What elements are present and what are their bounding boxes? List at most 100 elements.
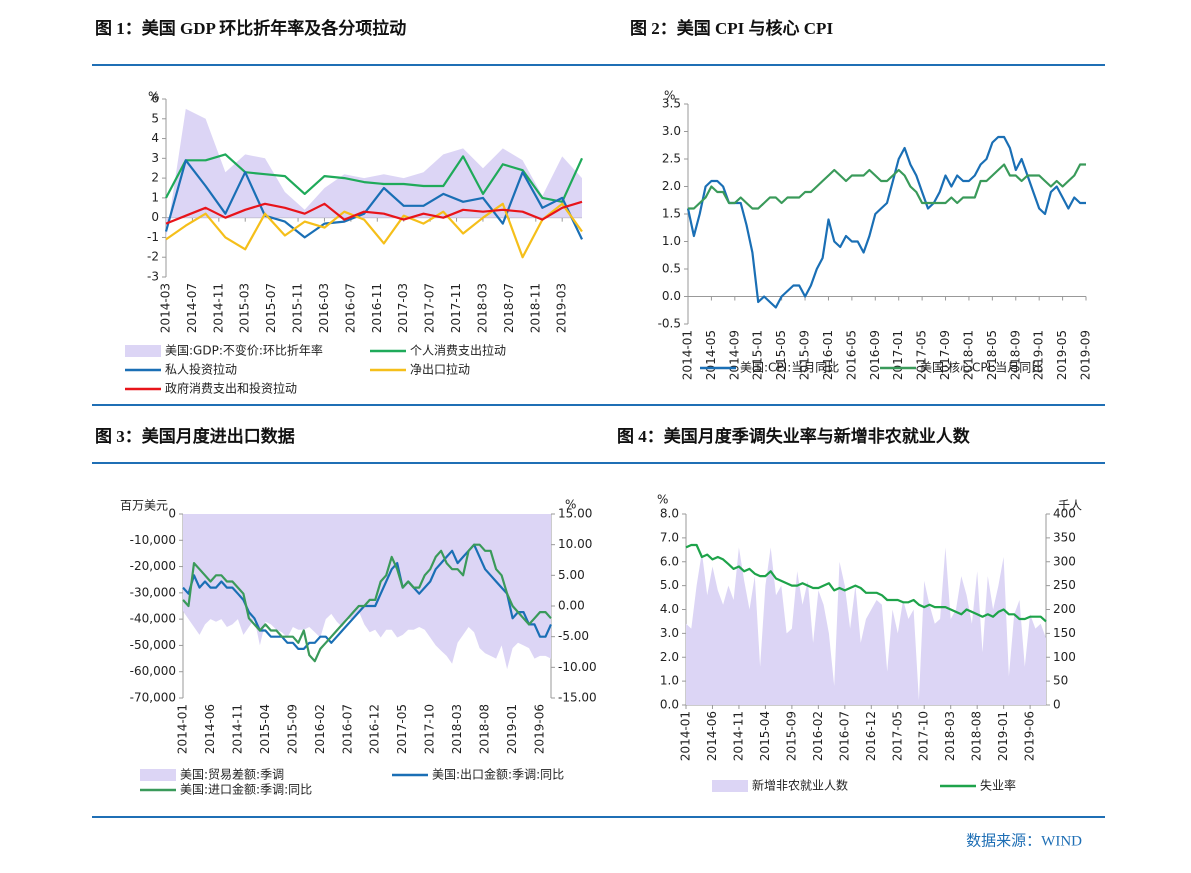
y-tick-label: -2: [147, 250, 159, 264]
x-tick-label: 2014-01: [679, 711, 693, 761]
y-tick-label: -70,000: [130, 691, 176, 705]
x-tick-label: 2018-05: [985, 330, 999, 380]
chart-title: 图 1：美国 GDP 环比折年率及各分项拉动: [95, 18, 406, 38]
y-tick-label: 0.0: [662, 289, 681, 303]
y-tick-label: 5.0: [660, 578, 679, 592]
line: [685, 543, 1047, 623]
legend-label: 私人投资拉动: [165, 362, 237, 377]
y-tick-label: -50,000: [130, 638, 176, 652]
x-tick-label: 2019-06: [533, 704, 547, 754]
y2-tick-label: -15.00: [558, 691, 597, 705]
y2-tick-label: 50: [1053, 674, 1068, 688]
y2-tick-label: 15.00: [558, 507, 592, 521]
y-tick-label: -30,000: [130, 585, 176, 599]
line: [686, 135, 1086, 309]
y-tick-label: 5: [151, 111, 159, 125]
x-tick-label: 2018-01: [961, 330, 975, 380]
y2-tick-label: 300: [1053, 554, 1076, 568]
legend-label: 新增非农就业人数: [752, 778, 848, 793]
x-tick-label: 2016-12: [864, 711, 878, 761]
y-tick-label: -1: [147, 230, 159, 244]
y-tick-label: 2.0: [660, 650, 679, 664]
x-tick-label: 2018-07: [502, 283, 516, 333]
legend-label: 美国:CPI:当月同比: [740, 361, 839, 375]
y-tick-label: 3: [151, 151, 159, 165]
y2-tick-label: 5.00: [558, 568, 585, 582]
x-tick-label: 2014-07: [185, 283, 199, 333]
x-tick-label: 2019-01: [505, 704, 519, 754]
y2-tick-label: 400: [1053, 507, 1076, 521]
x-tick-label: 2015-03: [238, 283, 252, 333]
y2-tick-label: 350: [1053, 530, 1076, 544]
x-tick-label: 2019-01: [1032, 330, 1046, 380]
y-tick-label: 2.0: [662, 179, 681, 193]
legend-label: 美国:进口金额:季调:同比: [180, 782, 312, 797]
x-tick-label: 2016-11: [370, 283, 384, 333]
x-tick-label: 2014-03: [159, 283, 173, 333]
y-tick-label: 0: [168, 507, 176, 521]
y2-unit: %: [565, 498, 576, 512]
x-tick-label: 2015-05: [774, 330, 788, 380]
x-tick-label: 2017-10: [917, 711, 931, 761]
legend-label: 政府消费支出和投资拉动: [165, 381, 297, 396]
y-tick-label: 1: [151, 190, 159, 204]
y-tick-label: 6.0: [660, 554, 679, 568]
x-tick-label: 2014-05: [704, 330, 718, 380]
x-tick-label: 2014-01: [681, 330, 695, 380]
legend-label: 净出口拉动: [410, 362, 470, 377]
y-tick-label: 3.5: [662, 97, 681, 111]
y-tick-label: 0.5: [662, 262, 681, 276]
y-tick-label: -60,000: [130, 664, 176, 678]
y2-tick-label: 10.00: [558, 537, 592, 551]
area: [166, 108, 582, 240]
y-tick-label: 2.5: [662, 152, 681, 166]
x-tick-label: 2019-01: [996, 711, 1010, 761]
y-tick-label: 7.0: [660, 530, 679, 544]
y-tick-label: 0.0: [660, 698, 679, 712]
y2-tick-label: -10.00: [558, 660, 597, 674]
legend-label: 美国:GDP:不变价:环比折年率: [165, 343, 323, 358]
y-unit: %: [657, 493, 668, 507]
source: 数据来源：WIND: [966, 832, 1082, 849]
x-tick-label: 2014-06: [203, 704, 217, 754]
x-tick-label: 2018-08: [970, 711, 984, 761]
x-tick-label: 2018-03: [943, 711, 957, 761]
y-tick-label: -20,000: [130, 559, 176, 573]
x-tick-label: 2016-07: [340, 704, 354, 754]
x-tick-label: 2014-11: [211, 283, 225, 333]
y-tick-label: 4: [151, 131, 159, 145]
x-tick-label: 2019-06: [1023, 711, 1037, 761]
chart-title: 图 3：美国月度进出口数据: [95, 426, 295, 446]
x-tick-label: 2017-01: [891, 330, 905, 380]
line: [688, 163, 1086, 210]
legend-label: 美国:出口金额:季调:同比: [432, 767, 564, 782]
x-tick-label: 2018-09: [1008, 330, 1022, 380]
y-unit: %: [664, 89, 675, 103]
x-tick-label: 2016-12: [368, 704, 382, 754]
legend-label: 个人消费支出拉动: [410, 343, 506, 358]
x-tick-label: 2017-09: [938, 330, 952, 380]
x-tick-label: 2014-11: [731, 711, 745, 761]
x-tick-label: 2016-02: [811, 711, 825, 761]
x-tick-label: 2018-03: [475, 283, 489, 333]
x-tick-label: 2016-07: [837, 711, 851, 761]
y-tick-label: 0: [151, 210, 159, 224]
chart-title: 图 2：美国 CPI 与核心 CPI: [630, 18, 833, 38]
line: [165, 153, 584, 203]
y2-tick-label: 100: [1053, 650, 1076, 664]
y-tick-label: 3.0: [660, 626, 679, 640]
x-tick-label: 2017-11: [449, 283, 463, 333]
legend-swatch: [125, 345, 161, 357]
y2-tick-label: 0.00: [558, 599, 585, 613]
legend-swatch: [140, 769, 176, 781]
x-tick-label: 2017-05: [395, 704, 409, 754]
y-unit: 百万美元: [120, 499, 168, 513]
y-tick-label: -0.5: [658, 317, 681, 331]
x-tick-label: 2015-09: [798, 330, 812, 380]
x-tick-label: 2017-05: [915, 330, 929, 380]
x-tick-label: 2017-03: [396, 283, 410, 333]
x-tick-label: 2017-05: [890, 711, 904, 761]
y-tick-label: 1.0: [660, 674, 679, 688]
x-tick-label: 2014-01: [176, 704, 190, 754]
